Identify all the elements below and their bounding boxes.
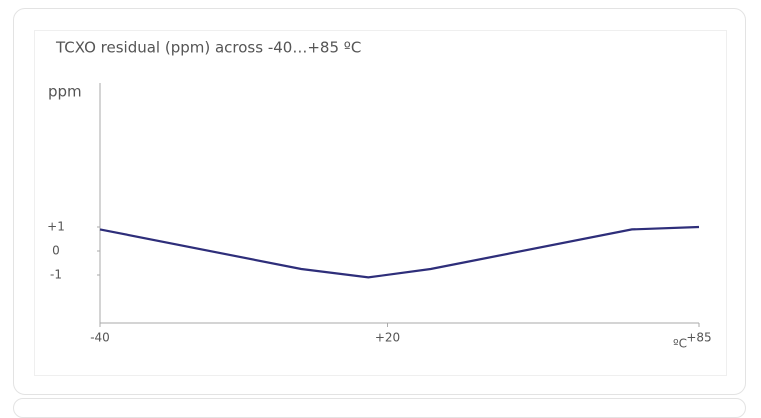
chart: TCXO residual (ppm) across -40…+85 ºC pp… — [47, 39, 712, 351]
y-tick-label: -1 — [50, 268, 62, 282]
x-tick-label: -40 — [90, 331, 110, 345]
x-tick-label: +20 — [375, 331, 400, 345]
x-axis-label: ºC — [673, 337, 687, 351]
line — [99, 225, 700, 279]
y-axis-label: ppm — [48, 83, 82, 101]
chart-title: TCXO residual (ppm) across -40…+85 ºC — [55, 39, 361, 57]
card — [13, 8, 746, 395]
panel — [34, 30, 727, 376]
y-tick-label: +1 — [47, 220, 65, 234]
page: {"chart_data": {"type": "line", "title":… — [13, 8, 746, 418]
x-tick-label: +85 — [686, 331, 711, 345]
y-tick-label: 0 — [52, 244, 60, 258]
